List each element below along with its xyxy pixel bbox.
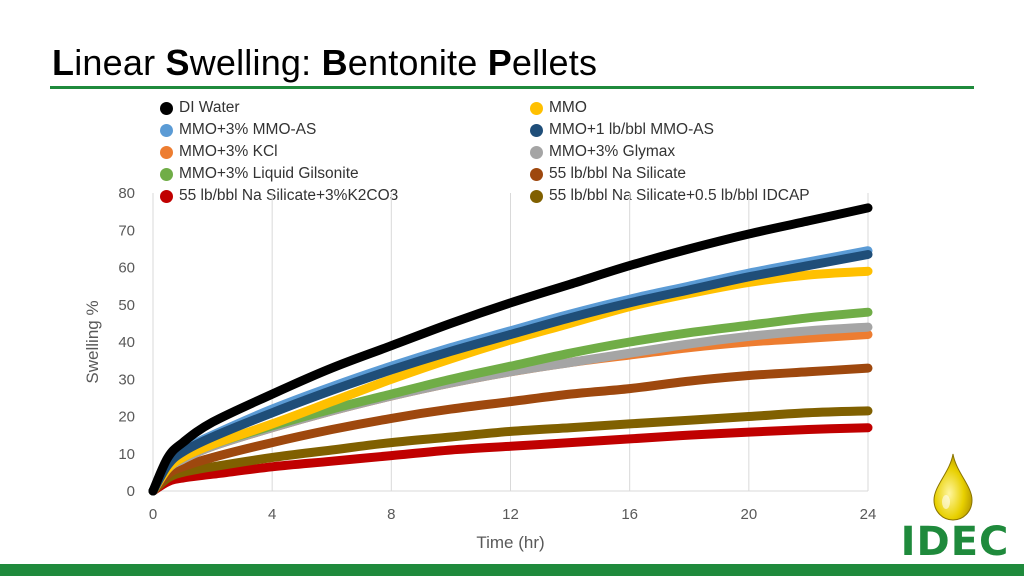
legend-label: MMO+3% Liquid Gilsonite	[179, 165, 359, 182]
series-line-55-lb-bbl-na-silicate-3-k2co3	[148, 423, 873, 496]
legend-item: MMO	[530, 98, 880, 118]
title-part: inear	[74, 42, 166, 83]
legend-item: MMO+3% Liquid Gilsonite	[160, 164, 530, 184]
legend-marker	[160, 123, 173, 137]
legend-label: MMO+1 lb/bbl MMO-AS	[549, 121, 714, 138]
y-tick-label: 10	[118, 446, 135, 463]
legend-label: 55 lb/bbl Na Silicate	[549, 165, 686, 182]
legend-label: DI Water	[179, 99, 240, 116]
x-tick-label: 4	[268, 506, 276, 523]
title-part: P	[487, 42, 512, 83]
legend-item: MMO+3% Glymax	[530, 142, 880, 162]
legend-marker	[160, 101, 173, 115]
title-part: S	[165, 42, 190, 83]
y-tick-label: 30	[118, 371, 135, 388]
legend-marker	[530, 189, 543, 203]
footer-bar	[0, 564, 1024, 576]
title-part: L	[52, 42, 75, 83]
legend-marker	[530, 123, 543, 137]
legend-label: MMO+3% KCl	[179, 143, 278, 160]
x-axis-title: Time (hr)	[476, 533, 544, 552]
legend-label: 55 lb/bbl Na Silicate+0.5 lb/bbl IDCAP	[549, 187, 810, 204]
title-part: ellets	[511, 42, 598, 83]
y-tick-label: 70	[118, 222, 135, 239]
legend-marker	[530, 167, 543, 181]
logo-text: IDEC	[900, 519, 1010, 565]
legend-item: MMO+3% KCl	[160, 142, 530, 162]
title-part: B	[321, 42, 348, 83]
legend-item: 55 lb/bbl Na Silicate+3%K2CO3	[160, 186, 530, 206]
series-line-55-lb-bbl-na-silicate-0-5-lb-bbl-idcap	[148, 406, 873, 496]
title-part: entonite	[347, 42, 488, 83]
title-part: welling:	[189, 42, 322, 83]
y-tick-label: 20	[118, 409, 135, 426]
y-tick-label: 80	[118, 185, 135, 202]
series-line-mmo	[148, 266, 873, 496]
chart-legend: DI Water MMO MMO+3% MMO-AS MMO+1 lb/bbl MMO…	[160, 98, 880, 206]
legend-item: DI Water	[160, 98, 530, 118]
series-line-di-water	[148, 203, 873, 496]
page-title: Linear Swelling: Bentonite Pellets	[52, 42, 597, 84]
x-tick-label: 20	[740, 506, 757, 523]
y-axis-title: Swelling %	[83, 300, 102, 383]
y-tick-label: 0	[127, 483, 135, 500]
legend-marker	[530, 101, 543, 115]
x-tick-label: 16	[621, 506, 638, 523]
legend-label: MMO+3% Glymax	[549, 143, 676, 160]
legend-item: 55 lb/bbl Na Silicate+0.5 lb/bbl IDCAP	[530, 186, 880, 206]
legend-label: 55 lb/bbl Na Silicate+3%K2CO3	[179, 187, 399, 204]
x-tick-label: 12	[502, 506, 519, 523]
y-tick-label: 50	[118, 297, 135, 314]
legend-marker	[160, 145, 173, 159]
legend-item: MMO+1 lb/bbl MMO-AS	[530, 120, 880, 140]
y-tick-label: 40	[118, 334, 135, 351]
legend-marker	[530, 145, 543, 159]
legend-marker	[160, 189, 173, 203]
legend-label: MMO+3% MMO-AS	[179, 121, 317, 138]
title-divider	[50, 86, 974, 89]
legend-marker	[160, 167, 173, 181]
legend-item: 55 lb/bbl Na Silicate	[530, 164, 880, 184]
x-tick-label: 8	[387, 506, 395, 523]
x-tick-label: 0	[149, 506, 157, 523]
y-tick-label: 60	[118, 260, 135, 277]
x-tick-label: 24	[860, 506, 877, 523]
oil-drop-icon	[933, 453, 973, 521]
series-line-55-lb-bbl-na-silicate	[148, 363, 873, 496]
series-line-mmo-1-lb-bbl-mmo-as	[148, 250, 873, 496]
idec-logo: IDEC	[892, 452, 1018, 564]
legend-item: MMO+3% MMO-AS	[160, 120, 530, 140]
legend-label: MMO	[549, 99, 587, 116]
